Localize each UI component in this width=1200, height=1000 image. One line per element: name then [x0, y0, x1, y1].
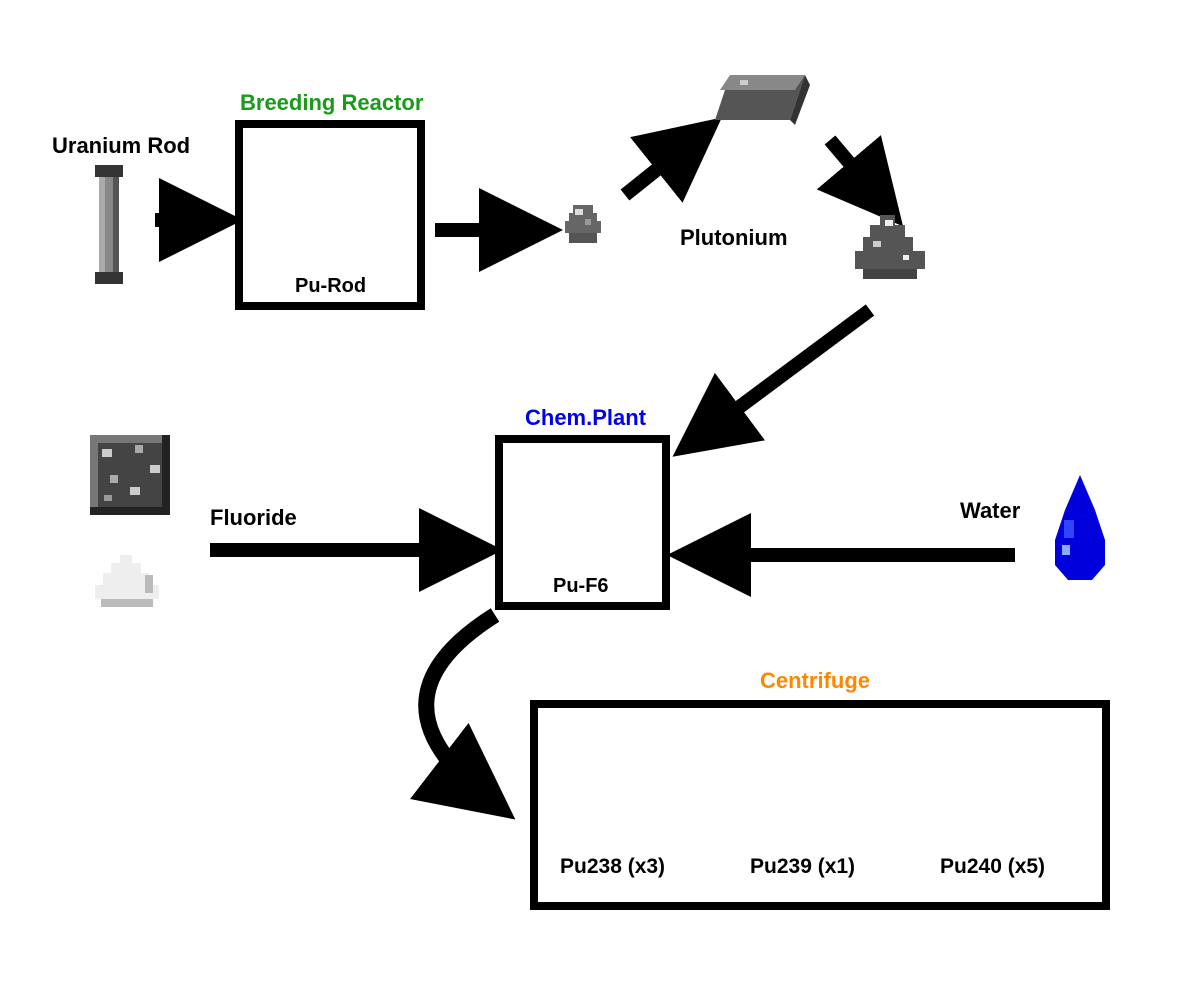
- chem-plant-label: Chem.Plant: [525, 405, 646, 431]
- ingot-sprite: [715, 75, 810, 125]
- pu239-label: Pu239 (x1): [750, 855, 855, 879]
- plutonium-label: Plutonium: [680, 225, 788, 251]
- uranium-rod-label: Uranium Rod: [52, 133, 190, 159]
- water-label: Water: [960, 498, 1020, 524]
- plutonium-pile-sprite: [855, 215, 925, 279]
- arrow-nugget-to-ingot: [625, 135, 700, 195]
- puf6-sublabel: Pu-F6: [553, 575, 609, 598]
- nugget-sprite: [565, 205, 601, 243]
- arrow-plutonium-to-chemplant: [695, 310, 870, 440]
- centrifuge-label: Centrifuge: [760, 668, 870, 694]
- arrow-ingot-to-pile: [830, 140, 885, 205]
- arrow-chemplant-to-centrifuge: [426, 615, 495, 800]
- pu240-label: Pu240 (x5): [940, 855, 1045, 879]
- pu238-label: Pu238 (x3): [560, 855, 665, 879]
- breeding-reactor-label: Breeding Reactor: [240, 90, 423, 116]
- uranium-rod-sprite: [95, 165, 123, 284]
- white-pile-sprite: [95, 555, 159, 607]
- pu-rod-sublabel: Pu-Rod: [295, 275, 366, 298]
- fluoride-label: Fluoride: [210, 505, 297, 531]
- water-droplet-sprite: [1055, 475, 1105, 580]
- ore-block-sprite: [90, 435, 170, 515]
